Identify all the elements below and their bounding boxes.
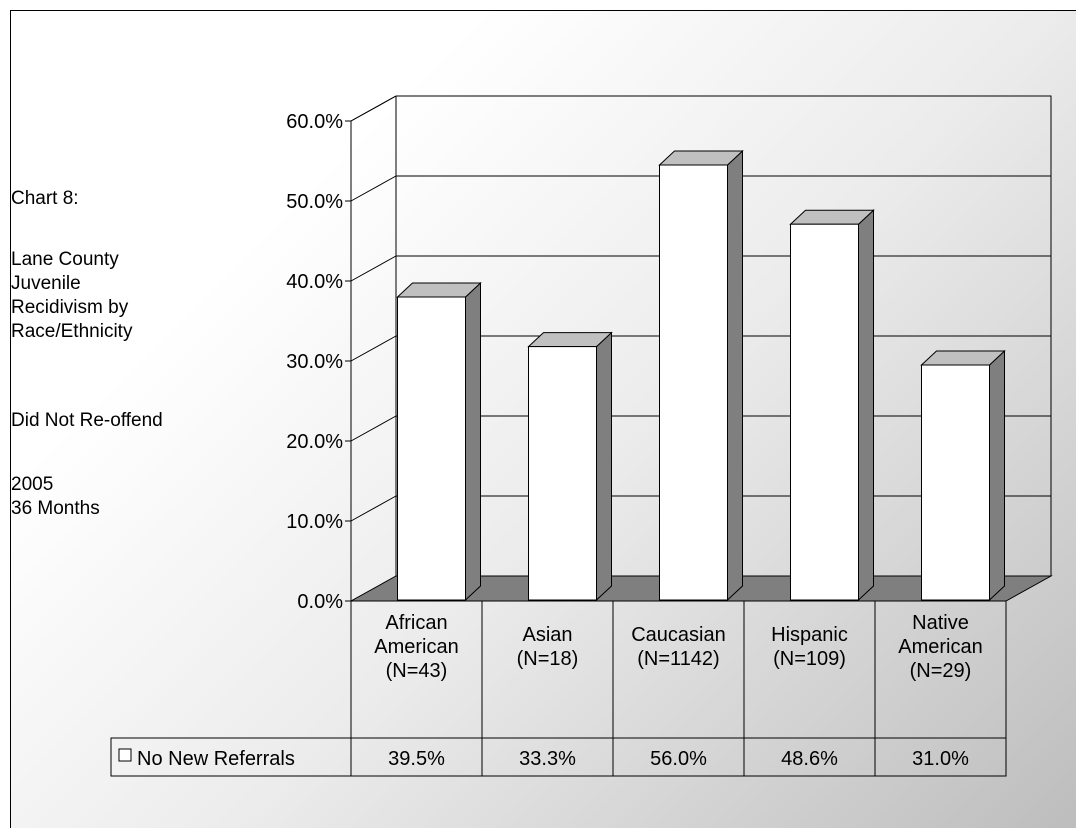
- bar: [528, 346, 597, 601]
- category-label: American: [898, 636, 982, 658]
- gridline-side: [350, 175, 397, 202]
- bar-top: [789, 209, 875, 225]
- bar-top: [396, 282, 482, 298]
- data-label: 39.5%: [388, 748, 445, 770]
- gridline-side: [350, 495, 397, 522]
- category-label: Caucasian: [631, 624, 726, 646]
- bar-top: [920, 350, 1006, 366]
- bar: [397, 296, 466, 601]
- category-label: Native: [912, 612, 969, 634]
- category-label: (N=109): [773, 648, 846, 670]
- chart-title-line-4: Race/Ethnicity: [11, 321, 133, 342]
- legend-series-name: No New Referrals: [137, 748, 295, 770]
- category-label: Asian: [522, 624, 572, 646]
- category-label: African: [385, 612, 447, 634]
- chart-title-line-1: Lane County: [11, 249, 119, 270]
- bar-side: [596, 331, 612, 602]
- y-tick-label: 0.0%: [297, 591, 343, 613]
- chart-side-caption: Chart 8: Lane County Juvenile Recidivism…: [11, 11, 163, 519]
- bar-top: [658, 150, 744, 166]
- category-label: Hispanic: [771, 624, 848, 646]
- y-tick-label: 20.0%: [286, 431, 343, 453]
- chart-period: 36 Months: [11, 498, 100, 519]
- y-tick-label: 40.0%: [286, 271, 343, 293]
- legend-cell-border: [110, 737, 351, 777]
- bar-side: [727, 149, 743, 602]
- y-tick-label: 60.0%: [286, 111, 343, 133]
- chart-number: Chart 8:: [11, 188, 79, 209]
- bar: [921, 364, 990, 601]
- bar: [790, 223, 859, 601]
- chart-title-line-3: Recidivism by: [11, 297, 129, 318]
- y-tick-label: 10.0%: [286, 511, 343, 533]
- chart-title-line-2: Juvenile: [11, 273, 81, 294]
- gridline-side: [350, 415, 397, 442]
- bar-side: [989, 349, 1005, 602]
- category-label: (N=29): [910, 660, 972, 682]
- data-label: 48.6%: [781, 748, 838, 770]
- chart-year: 2005: [11, 474, 54, 495]
- chart-frame: Chart 8: Lane County Juvenile Recidivism…: [10, 10, 1076, 828]
- bar-side: [465, 281, 481, 602]
- data-table-border: [350, 600, 1007, 777]
- category-label: (N=43): [386, 660, 448, 682]
- category-label: (N=1142): [637, 648, 719, 670]
- data-label: 56.0%: [650, 748, 707, 770]
- data-label: 33.3%: [519, 748, 576, 770]
- bar-side: [858, 209, 874, 602]
- bar: [659, 164, 728, 601]
- y-tick-label: 30.0%: [286, 351, 343, 373]
- y-axis-top-edge: [350, 95, 397, 122]
- y-tick-label: 50.0%: [286, 191, 343, 213]
- chart-subtitle: Did Not Re-offend: [11, 410, 163, 431]
- data-label: 31.0%: [912, 748, 969, 770]
- bar-top: [527, 332, 613, 348]
- bar-chart-svg: 0.0% 10.0% 20.0% 30.0% 40.0% 50.0% 60.0% Africa…: [110, 95, 1053, 777]
- category-label: (N=18): [517, 648, 579, 670]
- legend-key-swatch: [118, 748, 132, 762]
- category-label: American: [374, 636, 458, 658]
- back-wall-outline: [396, 95, 1052, 576]
- gridline-side: [350, 335, 397, 362]
- gridline-side: [350, 255, 397, 282]
